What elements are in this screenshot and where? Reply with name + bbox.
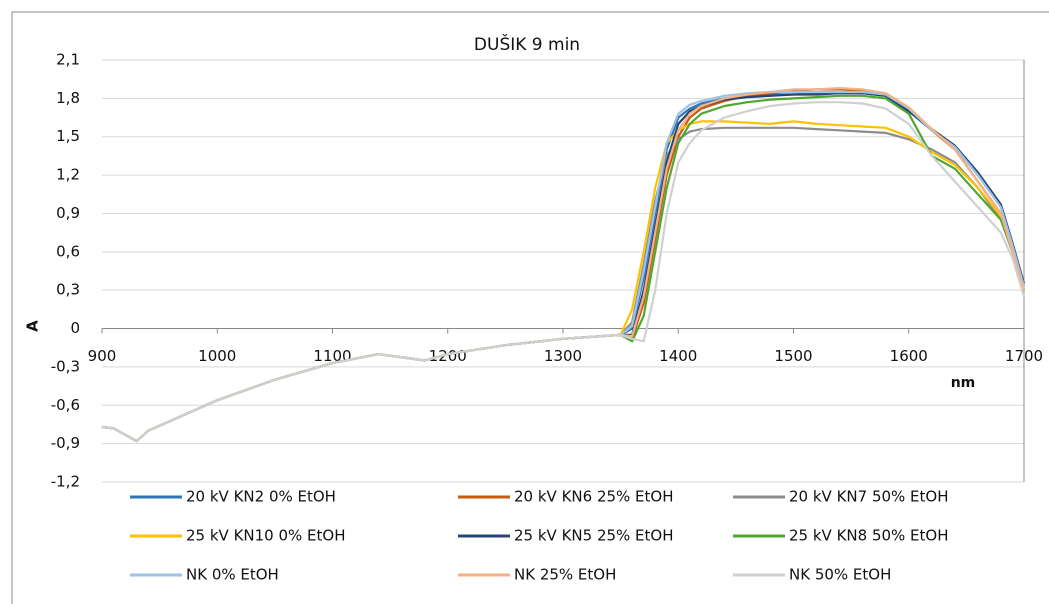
y-tick-label: 0 <box>70 319 80 337</box>
chart-title: DUŠIK 9 min <box>474 33 580 55</box>
y-tick-label: -0,9 <box>51 434 80 452</box>
y-tick-label: -0,6 <box>51 396 80 414</box>
x-tick-label: 1500 <box>774 347 812 365</box>
series-line <box>101 92 1026 443</box>
series-line <box>101 92 1026 443</box>
series-line <box>101 94 1026 443</box>
x-tick-label: 1600 <box>890 347 928 365</box>
y-axis-label: A <box>24 320 42 332</box>
chart-frame <box>11 11 1049 604</box>
y-tick-label: 1,8 <box>56 89 80 107</box>
x-axis-label: nm <box>951 375 976 391</box>
legend-label: NK 50% EtOH <box>789 566 891 584</box>
legend-label: NK 25% EtOH <box>514 566 616 584</box>
series-line <box>101 90 1026 443</box>
series-line <box>101 87 1026 443</box>
legend-label: 25 kV KN8 50% EtOH <box>789 527 949 545</box>
x-tick-label: 900 <box>88 347 117 365</box>
legend-label: 20 kV KN7 50% EtOH <box>789 488 949 506</box>
series-line <box>101 101 1026 443</box>
y-tick-label: 0,3 <box>56 281 80 299</box>
y-tick-label: 1,5 <box>56 127 80 145</box>
y-tick-label: 2,1 <box>56 51 80 69</box>
x-tick-label: 1200 <box>429 347 467 365</box>
x-tick-label: 1700 <box>1005 347 1043 365</box>
legend-label: NK 0% EtOH <box>186 566 279 584</box>
legend-label: 20 kV KN6 25% EtOH <box>514 488 674 506</box>
series-line <box>101 88 1026 443</box>
x-tick-label: 1000 <box>198 347 236 365</box>
y-tick-label: -0,3 <box>51 357 80 375</box>
y-tick-label: 1,2 <box>56 166 80 184</box>
legend-label: 25 kV KN10 0% EtOH <box>186 527 346 545</box>
y-tick-label: 0,6 <box>56 242 80 260</box>
legend-label: 25 kV KN5 25% EtOH <box>514 527 674 545</box>
y-tick-label: 0,9 <box>56 204 80 222</box>
x-tick-label: 1300 <box>544 347 582 365</box>
x-tick-label: 1400 <box>659 347 697 365</box>
y-tick-label: -1,2 <box>51 473 80 491</box>
legend-label: 20 kV KN2 0% EtOH <box>186 488 336 506</box>
